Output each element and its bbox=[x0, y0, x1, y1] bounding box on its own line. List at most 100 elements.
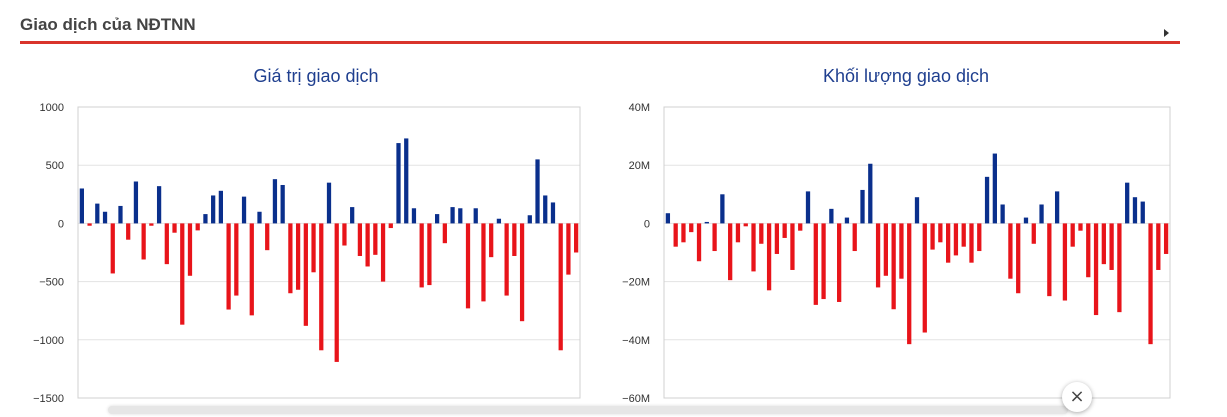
bar[interactable] bbox=[87, 223, 92, 226]
bar[interactable] bbox=[435, 214, 440, 224]
bar[interactable] bbox=[1000, 204, 1005, 224]
bar[interactable] bbox=[930, 223, 935, 250]
bar[interactable] bbox=[992, 153, 997, 224]
bar[interactable] bbox=[1156, 223, 1161, 270]
bar[interactable] bbox=[1163, 223, 1169, 254]
bar[interactable] bbox=[673, 223, 678, 247]
bar[interactable] bbox=[953, 223, 959, 256]
bar[interactable] bbox=[1054, 191, 1060, 224]
bar[interactable] bbox=[821, 223, 826, 300]
bar[interactable] bbox=[1008, 223, 1013, 279]
bar[interactable] bbox=[342, 223, 347, 246]
bar[interactable] bbox=[868, 163, 873, 224]
bar[interactable] bbox=[450, 207, 455, 224]
bar[interactable] bbox=[504, 223, 509, 296]
bar[interactable] bbox=[1047, 223, 1052, 297]
bar[interactable] bbox=[1031, 223, 1036, 244]
bar[interactable] bbox=[1039, 204, 1044, 224]
bar[interactable] bbox=[110, 223, 115, 274]
bar[interactable] bbox=[95, 203, 100, 224]
bar[interactable] bbox=[1125, 182, 1130, 224]
bar[interactable] bbox=[203, 214, 208, 224]
bar[interactable] bbox=[883, 223, 888, 276]
bar[interactable] bbox=[326, 182, 332, 224]
bar[interactable] bbox=[813, 223, 818, 305]
bar[interactable] bbox=[1117, 223, 1122, 313]
bar[interactable] bbox=[938, 223, 943, 243]
bar[interactable] bbox=[118, 205, 123, 224]
bar[interactable] bbox=[977, 223, 982, 252]
bar[interactable] bbox=[519, 223, 525, 322]
bar[interactable] bbox=[743, 223, 748, 227]
bar[interactable] bbox=[141, 223, 146, 260]
close-button[interactable]: × bbox=[1062, 382, 1092, 412]
bar[interactable] bbox=[334, 223, 339, 362]
bar[interactable] bbox=[164, 223, 169, 265]
bar[interactable] bbox=[1062, 223, 1068, 301]
bar[interactable] bbox=[558, 223, 563, 351]
bar[interactable] bbox=[751, 223, 756, 272]
bar[interactable] bbox=[681, 223, 686, 243]
bar[interactable] bbox=[1140, 201, 1145, 224]
bar[interactable] bbox=[665, 213, 671, 224]
bar[interactable] bbox=[102, 211, 108, 224]
bar[interactable] bbox=[891, 223, 896, 310]
bar[interactable] bbox=[543, 195, 548, 224]
bar[interactable] bbox=[1023, 217, 1029, 224]
bar[interactable] bbox=[272, 179, 278, 224]
bar[interactable] bbox=[712, 223, 717, 252]
bar[interactable] bbox=[875, 223, 881, 288]
bar[interactable] bbox=[226, 223, 231, 310]
bar[interactable] bbox=[1148, 223, 1153, 345]
caret-right-icon[interactable] bbox=[1164, 29, 1169, 37]
bar[interactable] bbox=[1070, 223, 1075, 247]
bar[interactable] bbox=[782, 223, 787, 238]
bar[interactable] bbox=[860, 189, 865, 224]
bar[interactable] bbox=[759, 223, 764, 244]
bar[interactable] bbox=[689, 223, 694, 233]
bar[interactable] bbox=[852, 223, 857, 252]
bar[interactable] bbox=[319, 223, 324, 351]
bar[interactable] bbox=[512, 223, 517, 256]
bar[interactable] bbox=[350, 207, 355, 224]
bar[interactable] bbox=[249, 223, 254, 316]
bar[interactable] bbox=[211, 195, 216, 224]
bar[interactable] bbox=[303, 223, 308, 326]
bar[interactable] bbox=[79, 188, 84, 224]
bar[interactable] bbox=[288, 223, 293, 294]
horizontal-scrollbar[interactable] bbox=[108, 406, 1068, 414]
bar[interactable] bbox=[458, 208, 463, 224]
bar[interactable] bbox=[404, 138, 409, 224]
bar[interactable] bbox=[907, 223, 912, 345]
bar[interactable] bbox=[388, 223, 393, 229]
bar[interactable] bbox=[172, 223, 177, 233]
bar[interactable] bbox=[1109, 223, 1114, 270]
bar[interactable] bbox=[798, 223, 803, 231]
bar[interactable] bbox=[829, 208, 834, 224]
bar[interactable] bbox=[195, 223, 200, 231]
bar[interactable] bbox=[961, 223, 966, 247]
bar[interactable] bbox=[149, 223, 154, 226]
bar[interactable] bbox=[984, 176, 990, 224]
bar[interactable] bbox=[969, 223, 974, 263]
bar[interactable] bbox=[187, 223, 193, 276]
bar[interactable] bbox=[311, 223, 316, 273]
bar[interactable] bbox=[365, 223, 370, 267]
bar[interactable] bbox=[774, 223, 780, 254]
bar[interactable] bbox=[844, 217, 850, 224]
bar[interactable] bbox=[946, 223, 951, 263]
bar[interactable] bbox=[735, 223, 741, 243]
bar[interactable] bbox=[442, 223, 447, 244]
bar[interactable] bbox=[1101, 223, 1106, 265]
bar[interactable] bbox=[180, 223, 185, 325]
bar[interactable] bbox=[396, 143, 401, 224]
bar[interactable] bbox=[1078, 223, 1083, 231]
bar[interactable] bbox=[380, 223, 386, 282]
bar[interactable] bbox=[465, 223, 471, 309]
bar[interactable] bbox=[481, 223, 486, 302]
bar[interactable] bbox=[295, 223, 301, 290]
bar[interactable] bbox=[899, 223, 904, 279]
bar[interactable] bbox=[696, 223, 702, 262]
bar[interactable] bbox=[496, 218, 502, 224]
bar[interactable] bbox=[156, 186, 162, 224]
